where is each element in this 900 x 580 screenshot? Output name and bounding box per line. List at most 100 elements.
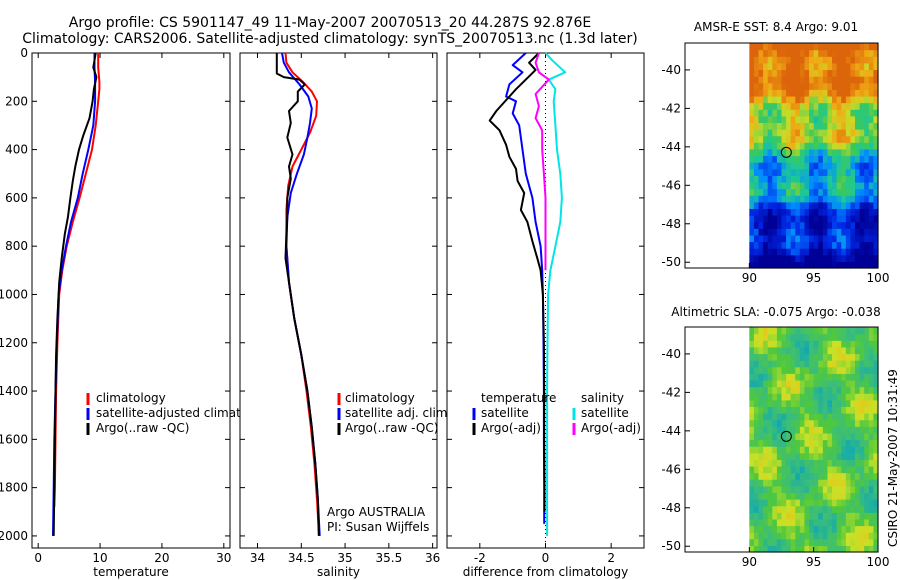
sla-map-cell [795,479,801,487]
sst-map-cell [772,234,778,243]
sla-map-cell [813,426,819,434]
sst-map-cell [873,122,879,130]
sst-map-cell [795,148,801,157]
sla-map-cell [763,353,769,361]
sst-map-cell [786,195,792,203]
sla-map-cell [763,399,769,408]
sst-map-cell [827,181,833,190]
sst-map-cell [859,115,865,124]
sst-map-cell [855,62,861,71]
sst-map-cell [822,201,829,210]
sst-map-cell [818,49,824,57]
sla-map-cell [763,465,769,474]
sst-map-cell [841,241,847,249]
sst-map-cell [753,43,760,51]
sst-map-cell [841,181,847,190]
sla-map-cell [841,379,847,388]
sla-map-cell [864,505,870,513]
sst-map-cell [763,175,769,183]
sst-map-cell [836,49,842,57]
sla-map-cell [790,538,796,546]
sla-map-cell [818,333,824,341]
sst-map-cell [790,188,796,196]
sst-map-cell [753,76,760,84]
sst-map-cell [836,181,842,190]
sst-map-cell [804,162,810,170]
sla-map-cell [776,432,783,441]
sla-map-cell [767,499,773,507]
sst-map-cell [753,162,760,170]
sla-map-cell [753,465,760,474]
sst-map-cell [859,148,865,157]
sla-map-cell [832,406,838,414]
sst-map-cell [868,175,875,183]
sst-map-cell [799,168,806,176]
sst-map-cell [855,102,861,110]
sla-map-xtick-label: 95 [806,555,821,569]
sst-map-cell [836,56,842,64]
sst-map-cell [749,215,755,223]
sla-map-cell [864,459,870,467]
sla-map-cell [873,525,879,533]
sla-map-cell [763,518,769,527]
sla-map-cell [855,432,861,441]
sla-map-cell [763,439,769,447]
sst-map-cell [795,168,801,176]
sst-map-cell [749,95,755,104]
sla-map-cell [790,512,796,520]
sst-map-cell [776,254,783,262]
sla-map-cell [873,485,879,494]
sla-map-cell [859,327,865,335]
sst-map-cell [859,215,865,223]
sst-map-cell [822,89,829,97]
sla-map-cell [749,485,755,494]
sst-map-cell [772,76,778,84]
sst-map-cell [827,195,833,203]
sst-map-cell [845,261,852,269]
sst-map-cell [813,122,819,130]
sst-map-cell [786,261,792,269]
sla-map-cell [781,479,787,487]
sla-map-cell [776,340,783,348]
sla-map-cell [809,432,815,441]
sla-map-cell [813,393,819,401]
sla-map-cell [873,472,879,480]
sst-map-cell [763,109,769,117]
sst-map-cell [786,95,792,104]
sla-map-cell [836,485,842,494]
sla-map-cell [855,512,861,520]
sst-map-cell [813,56,819,64]
sst-map-cell [822,102,829,110]
sla-map-cell [767,538,773,546]
sla-map-cell [813,406,819,414]
sla-map-cell [832,439,838,447]
sst-map-cell [845,201,852,210]
sla-map-cell [772,379,778,388]
sst-map-cell [813,155,819,163]
sla-map-cell [790,406,796,414]
sst-map-cell [845,215,852,223]
sst-map-cell [873,241,879,249]
sst-map-cell [749,181,755,190]
sla-map-cell [855,393,861,401]
sst-map-cell [786,201,792,210]
sst-map-cell [804,188,810,196]
sla-map-cell [753,327,760,335]
sst-map-cell [786,162,792,170]
sla-map-cell [776,492,783,500]
sst-map-cell [818,135,824,143]
sst-map-cell [758,49,764,57]
sst-map-cell [855,181,861,190]
salinity-legend-2: satellite adj. clim. [345,406,451,420]
sst-map-cell [822,62,829,71]
sla-map-cell [781,439,787,447]
sst-map-cell [776,248,783,256]
sla-map-cell [799,426,806,434]
sst-map-cell [864,122,870,130]
sst-map-cell [855,221,861,229]
sst-map-cell [799,142,806,150]
sst-map-cell [753,234,760,243]
sst-map-cell [781,234,787,243]
sla-map-cell [855,373,861,381]
sst-map-cell [772,148,778,157]
